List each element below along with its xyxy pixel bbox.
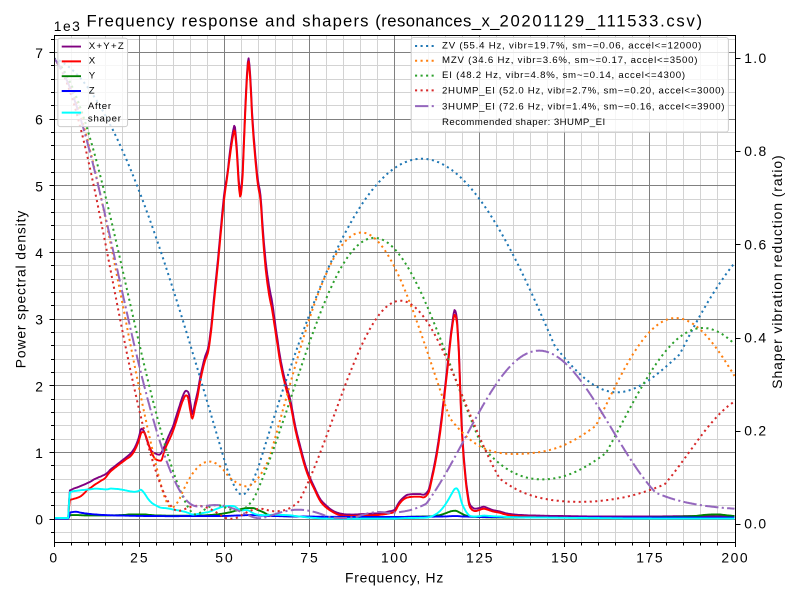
svg-text:175: 175 — [636, 549, 663, 565]
svg-text:X+Y+Z: X+Y+Z — [89, 41, 124, 52]
svg-text:X: X — [89, 56, 96, 67]
svg-text:4: 4 — [35, 245, 43, 261]
svg-text:0.8: 0.8 — [744, 143, 766, 159]
svg-text:1.0: 1.0 — [744, 50, 766, 66]
svg-text:25: 25 — [130, 549, 148, 565]
svg-text:Power spectral density: Power spectral density — [13, 211, 29, 369]
svg-text:Shaper vibration reduction (ra: Shaper vibration reduction (ratio) — [769, 155, 785, 388]
svg-text:20201129_111533.csv): 20201129_111533.csv) — [500, 11, 703, 30]
svg-text:100: 100 — [381, 549, 408, 565]
svg-text:0: 0 — [49, 549, 57, 565]
svg-text:50: 50 — [215, 549, 233, 565]
svg-text:EI (48.2 Hz, vibr=4.8%, sm~=0.: EI (48.2 Hz, vibr=4.8%, sm~=0.14, accel<… — [442, 70, 685, 81]
svg-text:Z: Z — [89, 85, 95, 96]
svg-text:ZV (55.4 Hz, vibr=19.7%, sm~=0: ZV (55.4 Hz, vibr=19.7%, sm~=0.06, accel… — [442, 40, 701, 51]
svg-text:3HUMP_EI (72.6 Hz, vibr=1.4%,: 3HUMP_EI (72.6 Hz, vibr=1.4%, sm~=0.16, … — [442, 101, 725, 112]
svg-text:Y: Y — [89, 71, 96, 82]
svg-text:1e3: 1e3 — [54, 18, 80, 34]
svg-text:6: 6 — [35, 112, 43, 128]
svg-text:3: 3 — [35, 312, 43, 328]
svg-text:0.2: 0.2 — [744, 422, 766, 438]
svg-text:0.4: 0.4 — [744, 329, 766, 345]
svg-text:Frequency response and shapers: Frequency response and shapers — [87, 11, 369, 30]
svg-text:After: After — [88, 101, 112, 112]
svg-text:1: 1 — [35, 445, 43, 461]
svg-text:(resonances_x_: (resonances_x_ — [375, 11, 500, 30]
svg-text:0: 0 — [35, 512, 43, 528]
svg-text:shaper: shaper — [88, 114, 122, 125]
svg-text:150: 150 — [551, 549, 578, 565]
svg-text:200: 200 — [721, 549, 748, 565]
svg-text:Frequency, Hz: Frequency, Hz — [345, 569, 443, 585]
svg-text:125: 125 — [466, 549, 493, 565]
svg-text:Recommended shaper: 3HUMP_EI: Recommended shaper: 3HUMP_EI — [442, 117, 605, 128]
svg-text:7: 7 — [35, 45, 43, 61]
svg-text:75: 75 — [300, 549, 318, 565]
svg-text:5: 5 — [35, 178, 43, 194]
svg-text:0.6: 0.6 — [744, 236, 766, 252]
svg-text:0.0: 0.0 — [744, 516, 766, 532]
svg-text:MZV (34.6 Hz, vibr=3.6%, sm~=0: MZV (34.6 Hz, vibr=3.6%, sm~=0.17, accel… — [442, 55, 698, 66]
svg-text:2: 2 — [35, 378, 43, 394]
svg-text:2HUMP_EI (52.0 Hz, vibr=2.7%,: 2HUMP_EI (52.0 Hz, vibr=2.7%, sm~=0.20, … — [442, 86, 724, 97]
